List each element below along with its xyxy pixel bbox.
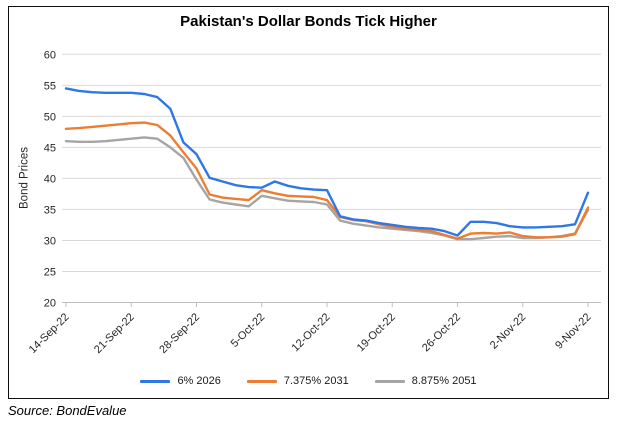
series-line-8-875-2051 [64, 136, 590, 241]
x-tick-label: 2-Nov-22 [488, 311, 528, 351]
legend-line-swatch [246, 379, 277, 383]
y-axis-title: Bond Prices [19, 147, 31, 209]
x-tick-label: 12-Oct-22 [290, 311, 333, 354]
legend-line-swatch [374, 379, 405, 383]
y-tick-label: 50 [44, 111, 56, 123]
x-tick-label: 28-Sep-22 [157, 311, 202, 356]
x-tick-label: 26-Oct-22 [420, 311, 463, 354]
source-note: Source: BondEvalue [8, 403, 127, 418]
chart-title: Pakistan's Dollar Bonds Tick Higher [180, 13, 437, 30]
x-tick-label: 19-Oct-22 [355, 311, 398, 354]
legend-item-6-2026: 6% 2026 [140, 375, 221, 387]
series-line-7-375-2031 [64, 121, 590, 240]
legend-line-swatch [140, 379, 171, 383]
y-tick-label: 40 [44, 173, 56, 185]
legend: 6% 2026 7.375% 2031 8.875% 2051 [8, 371, 609, 391]
x-tick-label: 9-Nov-22 [553, 311, 593, 351]
series-line-6-2026 [64, 87, 590, 237]
y-tick-label: 60 [44, 49, 56, 61]
legend-item-8-875-2051: 8.875% 2051 [374, 375, 477, 387]
y-tick-label: 45 [44, 142, 56, 154]
y-tick-label: 30 [44, 235, 56, 247]
legend-label: 8.875% 2051 [411, 375, 477, 387]
x-tick-label: 21-Sep-22 [92, 311, 137, 356]
legend-label: 7.375% 2031 [283, 375, 349, 387]
x-tick-label: 14-Sep-22 [27, 311, 72, 356]
x-tick-label: 5-Oct-22 [229, 311, 268, 350]
y-tick-label: 25 [44, 266, 56, 278]
legend-item-7-375-2031: 7.375% 2031 [246, 375, 349, 387]
y-tick-label: 55 [44, 80, 56, 92]
y-tick-label: 35 [44, 204, 56, 216]
y-tick-label: 20 [44, 298, 56, 310]
legend-label: 6% 2026 [177, 375, 221, 387]
